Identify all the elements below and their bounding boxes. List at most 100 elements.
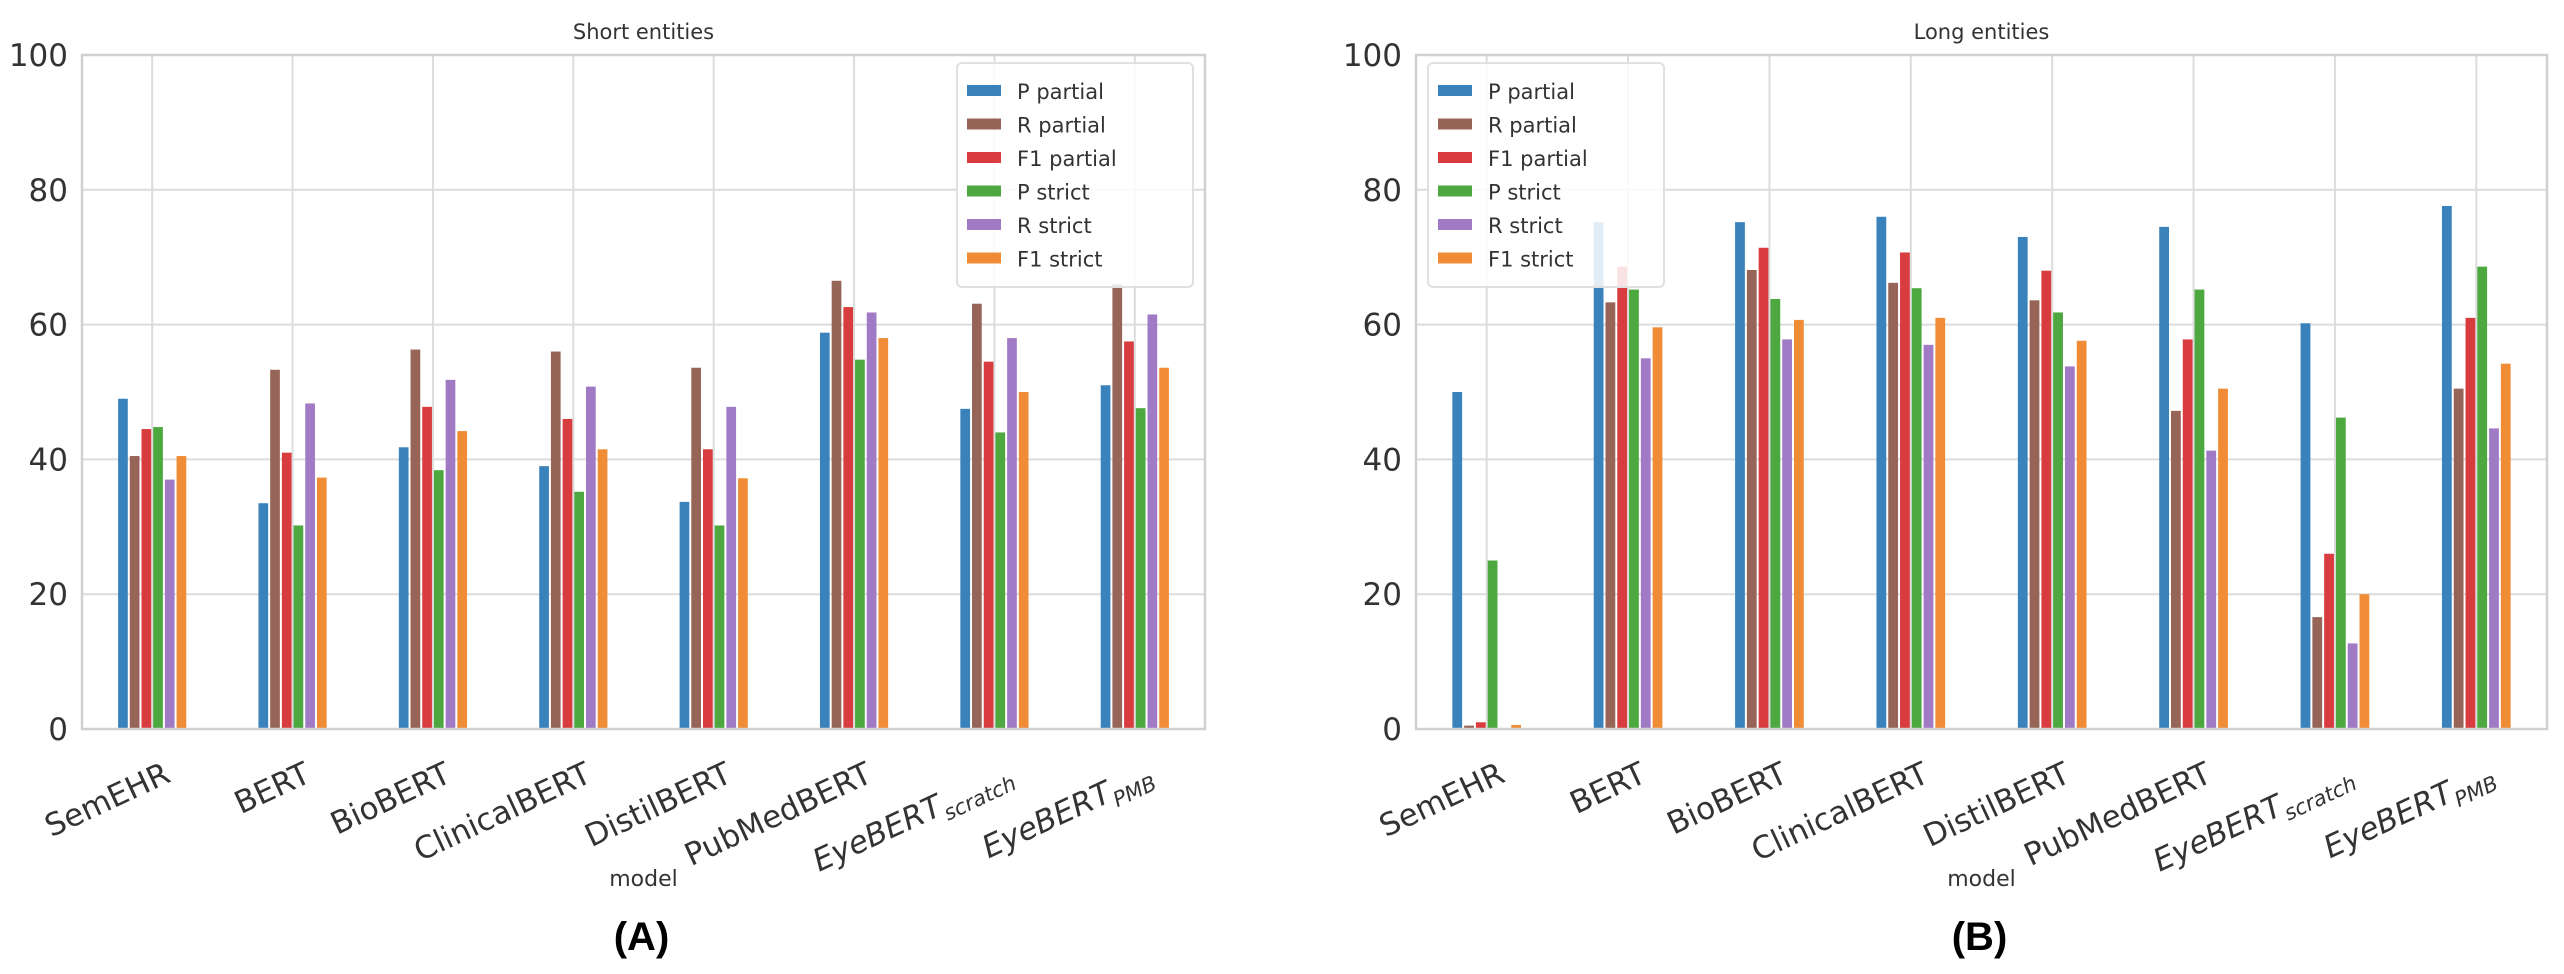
bar-f1-partial — [2182, 339, 2193, 729]
legend-label: P strict — [1017, 181, 1090, 205]
bar-r-partial — [1464, 725, 1474, 729]
bar-p-strict — [2335, 417, 2346, 729]
legend-swatch — [1438, 185, 1472, 197]
bar-f1-strict — [1794, 319, 1804, 729]
x-axis-label: model — [1947, 867, 2016, 892]
bar-r-partial — [831, 280, 842, 729]
bar-p-strict — [153, 427, 163, 729]
bar-f1-strict — [597, 449, 608, 729]
plot-frame — [1414, 53, 2549, 731]
x-tick-subscript: PMB — [1109, 771, 1160, 812]
x-tick-subscript: scratch — [2280, 771, 2360, 825]
bar-f1-partial — [562, 418, 573, 729]
bar-r-partial — [410, 349, 421, 729]
bar-p-strict — [995, 432, 1006, 729]
bar-f1-partial — [281, 452, 292, 729]
y-tick-label: 80 — [29, 173, 68, 209]
bar-p-partial — [1735, 222, 1745, 730]
x-axis-label: model — [609, 867, 678, 892]
legend-swatch — [1438, 85, 1472, 96]
x-tick-label: SemEHR — [39, 756, 175, 845]
bar-p-strict — [855, 359, 865, 729]
x-tick-main: BERT — [1565, 755, 1653, 821]
bar-p-partial — [679, 501, 690, 729]
bar-p-partial — [2300, 323, 2311, 729]
bar-r-strict — [866, 312, 877, 729]
legend-label: P strict — [1488, 181, 1561, 205]
bar-r-partial — [129, 456, 140, 729]
legend-swatch — [967, 219, 1001, 230]
bar-f1-strict — [457, 431, 468, 729]
bar-r-strict — [2064, 366, 2075, 729]
bar-f1-partial — [2324, 553, 2334, 729]
bar-r-partial — [972, 303, 982, 729]
legend-swatch — [967, 185, 1001, 197]
bar-f1-partial — [2465, 317, 2476, 729]
y-tick-label: 60 — [1363, 308, 1402, 344]
bar-p-strict — [1911, 288, 1922, 729]
bar-p-strict — [1770, 298, 1781, 729]
bar-r-partial — [2312, 617, 2323, 729]
legend-swatch — [1438, 118, 1472, 130]
bar-f1-strict — [1018, 392, 1029, 729]
bar-f1-strict — [1159, 367, 1169, 729]
y-tick-label: 0 — [48, 712, 68, 748]
bar-p-strict — [293, 525, 304, 729]
bar-p-partial — [819, 332, 830, 729]
legend-label: F1 partial — [1017, 147, 1117, 171]
legend-swatch — [967, 252, 1001, 264]
x-tick-label: BERT — [1565, 755, 1653, 821]
legend-box — [1427, 62, 1665, 288]
bar-f1-partial — [422, 406, 432, 729]
bar-p-strict — [2194, 289, 2205, 729]
bar-r-strict — [1640, 358, 1651, 729]
bar-p-partial — [2441, 205, 2452, 729]
bar-f1-strict — [1652, 327, 1663, 729]
bar-f1-partial — [1758, 247, 1769, 730]
bar-r-strict — [726, 406, 737, 729]
legend-label: R strict — [1017, 214, 1092, 238]
bar-p-strict — [714, 525, 725, 729]
bar-r-partial — [691, 367, 701, 729]
legend-swatch — [1438, 252, 1472, 264]
bar-r-strict — [1147, 314, 1158, 729]
bar-p-partial — [539, 466, 549, 729]
legend-swatch — [967, 118, 1001, 130]
bar-r-strict — [305, 403, 315, 729]
bar-r-partial — [1746, 270, 1757, 729]
bar-p-partial — [1593, 222, 1604, 730]
bar-f1-partial — [2041, 270, 2052, 729]
plot-frame — [80, 53, 1207, 731]
bar-r-partial — [1112, 284, 1123, 729]
bar-f1-strict — [1511, 724, 1522, 729]
panel-label: (A) — [614, 915, 670, 959]
bar-p-partial — [2017, 236, 2028, 730]
legend-swatch — [1438, 219, 1472, 230]
bar-f1-partial — [702, 449, 713, 729]
chart-title: Long entities — [1914, 20, 2050, 44]
panel-label: (B) — [1952, 915, 2008, 959]
y-tick-label: 20 — [1363, 577, 1402, 613]
bar-p-strict — [1629, 289, 1639, 729]
bar-f1-strict — [316, 477, 327, 729]
bar-f1-strict — [2218, 388, 2228, 729]
y-tick-label: 40 — [1363, 442, 1402, 478]
bar-f1-strict — [738, 478, 748, 729]
bar-r-strict — [2489, 428, 2499, 729]
legend-swatch — [1438, 152, 1472, 163]
bar-p-partial — [118, 398, 128, 729]
bar-p-partial — [1100, 385, 1111, 729]
bar-f1-strict — [2359, 594, 2370, 729]
bar-r-strict — [1782, 339, 1792, 729]
bar-f1-strict — [176, 456, 187, 729]
legend: P partial R partial F1 partial P strict R st… — [1427, 62, 1665, 288]
bar-p-partial — [2159, 226, 2169, 729]
bar-f1-strict — [878, 338, 889, 729]
bar-r-partial — [1605, 302, 1616, 729]
bar-r-partial — [2453, 388, 2464, 729]
y-tick-label: 0 — [1382, 712, 1402, 748]
bar-f1-partial — [843, 307, 854, 729]
y-tick-label: 100 — [1343, 38, 1402, 74]
